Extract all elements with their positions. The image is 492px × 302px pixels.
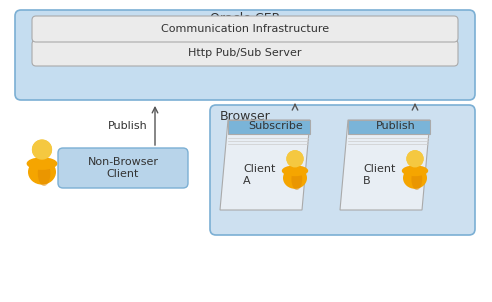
Ellipse shape [282,165,308,176]
Ellipse shape [28,159,56,185]
Circle shape [32,140,52,160]
Ellipse shape [283,167,307,189]
FancyBboxPatch shape [58,148,188,188]
Ellipse shape [411,169,422,190]
Circle shape [32,140,52,160]
Ellipse shape [27,157,58,170]
Polygon shape [348,120,430,134]
Circle shape [406,150,424,167]
Circle shape [286,150,304,167]
Text: Http Pub/Sub Server: Http Pub/Sub Server [188,48,302,58]
Circle shape [286,150,304,167]
Text: Oracle CEP: Oracle CEP [211,12,279,25]
Polygon shape [340,120,430,210]
Ellipse shape [402,165,428,176]
Polygon shape [220,120,310,210]
Ellipse shape [291,169,302,190]
FancyBboxPatch shape [32,16,458,42]
Text: Publish: Publish [108,121,148,131]
Ellipse shape [403,167,427,189]
Polygon shape [228,120,310,134]
FancyBboxPatch shape [32,40,458,66]
FancyBboxPatch shape [210,105,475,235]
Circle shape [406,150,424,167]
Text: Browser: Browser [220,110,271,123]
Text: Communication Infrastructure: Communication Infrastructure [161,24,329,34]
Text: Subscribe: Subscribe [248,121,303,131]
Text: Non-Browser
Client: Non-Browser Client [88,157,158,179]
FancyBboxPatch shape [15,10,475,100]
Text: Publish: Publish [376,121,416,131]
Text: Client
A: Client A [243,164,276,186]
Ellipse shape [38,161,50,186]
Text: Client
B: Client B [363,164,396,186]
